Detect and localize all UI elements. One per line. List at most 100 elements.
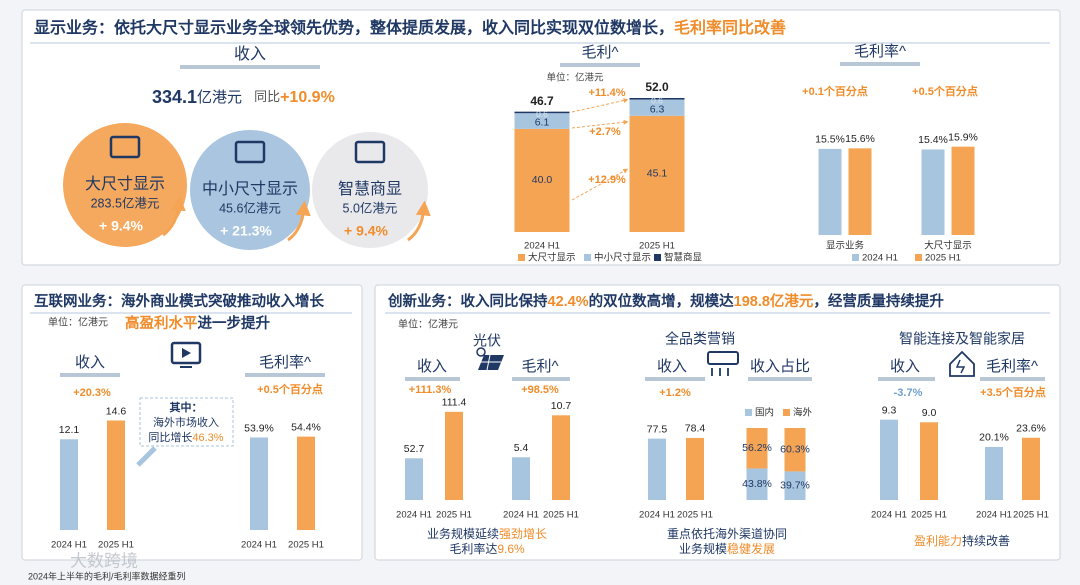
legend-swatch — [915, 254, 922, 261]
segment-name: 智慧商显 — [338, 180, 402, 198]
change-arrow — [571, 98, 629, 113]
annotation: +1.2% — [659, 387, 691, 399]
text-part: 创新业务：收入同比保持 — [387, 292, 548, 310]
value-label: 9.0 — [922, 407, 937, 419]
group-name: 智能连接及智能家居 — [899, 331, 1025, 347]
total-label: 52.0 — [645, 80, 669, 94]
bar-segment — [514, 128, 570, 232]
chart-title: 收入 — [890, 358, 920, 375]
legend-swatch — [745, 409, 752, 416]
note-box — [139, 397, 234, 447]
text-part: ，经营质量持续提升 — [813, 292, 944, 310]
segment-growth: + 9.4% — [99, 218, 144, 234]
text-part: 持续改善 — [962, 533, 1010, 548]
x-tick-label: 2024 H1 — [396, 510, 432, 521]
bar — [921, 149, 945, 235]
segment-icon — [109, 135, 141, 159]
legend-label: 国内 — [755, 407, 774, 419]
legend-label: 中小尺寸显示 — [594, 252, 651, 264]
bar — [445, 411, 463, 500]
chart-title: 收入 — [417, 358, 447, 375]
bar-segment — [629, 98, 685, 100]
x-tick-label: 2025 H1 — [543, 510, 579, 521]
segment-circle — [312, 132, 428, 248]
value-label: 111.4 — [442, 397, 467, 409]
annotation: +98.5% — [521, 384, 559, 396]
group-name: 全品类营销 — [665, 331, 735, 347]
segment-growth: + 9.4% — [344, 223, 389, 239]
bar — [818, 148, 842, 235]
footnote: 2024年上半年的毛利/毛利率数据经重列 — [28, 570, 186, 581]
legend-swatch — [783, 409, 790, 416]
value-label: 23.6% — [1016, 423, 1046, 435]
bar — [848, 148, 872, 235]
bar — [985, 446, 1003, 500]
unit-label: 单位：亿港元 — [546, 72, 604, 84]
text-part: 198.8亿港元 — [734, 292, 814, 310]
annotation: +2.7% — [589, 126, 621, 138]
bar — [686, 437, 704, 500]
value-label: 53.9% — [244, 422, 274, 434]
x-tick-label: 2025 H1 — [911, 510, 947, 521]
annotation: +20.3% — [73, 387, 111, 399]
watermark: 大数跨境 — [70, 551, 138, 570]
chart-title: 毛利^ — [521, 358, 558, 375]
rich-text: 互联网业务：海外商业模式突破推动收入增长 — [34, 292, 324, 310]
bar-segment — [629, 115, 685, 232]
bar-segment — [784, 428, 806, 472]
value-label: 15.9% — [948, 131, 978, 143]
rich-text: 显示业务：依托大尺寸显示业务全球领先优势，整体提质发展，收入同比实现双位数增长，… — [34, 18, 786, 37]
segment-amount: 45.6亿港元 — [219, 200, 281, 215]
rich-text: 高盈利水平进一步提升 — [125, 314, 270, 332]
segment-name: 大尺寸显示 — [85, 175, 165, 193]
value-label: 6.3 — [650, 104, 665, 116]
rich-text: 创新业务：收入同比保持42.4%的双位数高增，规模达198.8亿港元，经营质量持… — [387, 292, 944, 310]
legend-swatch — [654, 254, 661, 261]
bar-segment — [746, 468, 768, 500]
segment-circles: 智慧商显 5.0亿港元 + 9.4% 中小尺寸显示 45.6亿港元 + 21.3% 大尺寸显… — [63, 123, 431, 250]
bar-segment — [784, 471, 806, 500]
segment-icon — [354, 140, 386, 164]
chart-title: 毛利率^ — [986, 358, 1038, 375]
bar — [1022, 437, 1040, 500]
home-icon — [949, 350, 975, 377]
text-part: 重点依托海外渠道协同 — [667, 526, 787, 541]
growth-arrow — [287, 200, 311, 242]
chart-title: 收入 — [75, 354, 105, 371]
value-label: 6.1 — [535, 117, 550, 129]
total-label: 46.7 — [530, 94, 554, 108]
text-part: 46.3% — [192, 432, 223, 444]
text-part: 42.4% — [548, 294, 589, 310]
value-label: 0.6 — [651, 95, 663, 105]
segment-amount: 283.5亿港元 — [91, 195, 160, 210]
x-tick-label: 2024 H1 — [639, 510, 675, 521]
note-line: 海外市场收入 — [153, 415, 219, 429]
annotation: +12.9% — [588, 174, 626, 186]
x-tick-label: 2024 H1 — [503, 510, 539, 521]
bar — [297, 436, 315, 530]
note-pointer — [136, 446, 157, 467]
unit-label: 单位：亿港元 — [398, 318, 458, 331]
change-arrow — [571, 119, 629, 129]
rich-text: 盈利能力持续改善 — [914, 533, 1010, 548]
text-part: 业务规模 — [679, 541, 727, 556]
x-tick-label: 2025 H1 — [639, 241, 675, 252]
bar — [880, 419, 898, 500]
value-label: 52.7 — [404, 443, 425, 455]
text-part: 强劲增长 — [499, 527, 547, 541]
bar — [107, 420, 125, 530]
legend-label: 智慧商显 — [664, 252, 703, 264]
bar-segment — [514, 111, 570, 114]
x-tick-label: 2025 H1 — [288, 540, 324, 551]
growth-arrow — [162, 195, 186, 237]
solar-icon — [476, 347, 504, 371]
x-tick-label: 2024 H1 — [51, 540, 87, 551]
value-label: 15.5% — [815, 134, 845, 146]
value-label: 15.4% — [918, 134, 948, 146]
bar — [648, 438, 666, 500]
unit-label: 单位：亿港元 — [48, 316, 108, 329]
legend-label: 2024 H1 — [862, 253, 898, 264]
value-label: 0.6 — [536, 109, 548, 119]
x-tick-label: 2025 H1 — [98, 540, 134, 551]
